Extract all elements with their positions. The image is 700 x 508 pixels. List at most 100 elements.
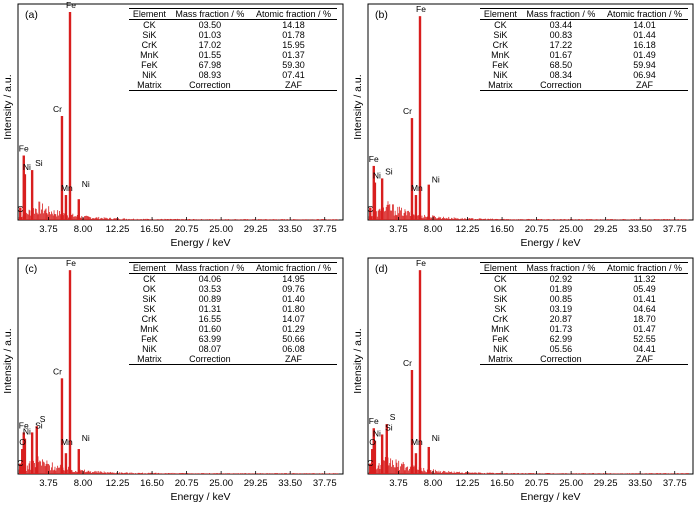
peak-label-c-1: O [19,437,26,447]
table-cell-element: NiK [142,70,157,80]
table-cell-mass: 00.85 [549,294,573,304]
table-cell-element: SK [143,304,156,314]
table-cell-mass: 04.06 [198,274,222,284]
x-tick-label-a-2: 12.25 [106,224,130,235]
table-cell-element: CK [494,274,507,284]
x-tick-label-a-7: 33.50 [278,224,302,235]
table-cell-atomic: 01.44 [633,30,656,40]
table-cell-element: Matrix [129,354,170,365]
x-tick-label-d-0: 3.75 [389,478,408,489]
table-row: NiK 08.93 07.41 [129,70,337,80]
x-tick-label-d-2: 12.25 [456,478,480,489]
peak-bar-d-3 [373,440,377,474]
table-cell-element: CK [143,20,156,30]
table-row: Matrix Correction ZAF [129,80,337,91]
peak-label-a-1: Fe [19,144,29,154]
table-row: FeK 68.50 59.94 [480,60,688,70]
table-cell-atomic: 05.49 [633,284,656,294]
table-cell-element: SK [494,304,507,314]
peak-bar-c-1 [21,449,24,474]
composition-table-b: Element Mass fraction / % Atomic fraction … [480,8,688,91]
peak-label-b-1: Fe [369,154,379,164]
x-tick-label-d-7: 33.50 [628,478,652,489]
table-header-d-0: Element [480,262,521,274]
peak-bar-b-2 [373,182,377,220]
table-cell-mass: 01.31 [198,304,222,314]
peak-label-c-7: Mn [61,437,73,447]
panel-label-b: (b) [375,9,388,21]
table-row: CrK 20.87 18.70 [480,314,688,324]
table-row: NiK 08.34 06.94 [480,70,688,80]
table-cell-atomic: 04.64 [633,304,656,314]
table-cell-mass: 00.83 [549,30,573,40]
x-tick-label-b-1: 8.00 [424,224,443,235]
table-row: MnK 01.55 01.37 [129,50,337,60]
y-axis-label-b: Intensity / a.u. [352,74,364,139]
peak-label-b-0: C [367,204,373,214]
table-cell-atomic: 14.01 [633,20,656,30]
table-cell-atomic: 52.55 [633,334,656,344]
table-row: NiK 08.07 06.08 [129,344,337,354]
peak-bar-c-9 [77,449,80,474]
table-cell-atomic: 16.18 [633,40,656,50]
table-header-c-0: Element [129,262,170,274]
x-tick-label-a-0: 3.75 [39,224,58,235]
table-cell-element: SiK [142,30,157,40]
table-cell-atomic: ZAF [250,80,337,91]
peak-bar-c-5 [35,426,38,474]
x-tick-label-b-0: 3.75 [389,224,408,235]
peak-bar-d-5 [385,424,388,474]
peak-label-a-4: Cr [53,104,62,114]
table-row: CrK 16.55 14.07 [129,314,337,324]
table-row: MnK 01.67 01.49 [480,50,688,60]
plot-frame-b [367,3,694,221]
table-cell-element: MnK [140,324,159,334]
table-cell-atomic: 04.41 [633,344,656,354]
table-cell-atomic: 11.32 [633,274,656,284]
table-cell-element: CrK [492,40,509,50]
table-row: OK 01.89 05.49 [480,284,688,294]
table-row: SiK 01.03 01.78 [129,30,337,40]
peak-bar-d-9 [427,446,430,474]
peak-label-b-2: Ni [373,171,381,181]
plot-frame-c [17,257,344,475]
table-cell-element: SiK [493,294,508,304]
table-row: FeK 62.99 52.55 [480,334,688,344]
panel-label-c: (c) [25,263,37,275]
table-cell-atomic: 01.29 [282,324,305,334]
table-row: CK 02.92 11.32 [480,274,688,285]
table-cell-atomic: 01.47 [633,324,656,334]
table-cell-mass: 01.60 [198,324,222,334]
table-cell-element: NiK [142,344,157,354]
x-tick-label-a-6: 29.25 [244,224,268,235]
table-row: MnK 01.73 01.47 [480,324,688,334]
x-tick-label-b-4: 20.75 [525,224,549,235]
table-cell-mass: 08.34 [549,70,573,80]
table-cell-mass: 03.53 [198,284,222,294]
table-cell-mass: 16.55 [198,314,222,324]
peak-label-c-2: Fe [19,420,29,430]
plot-frame-d [367,257,694,475]
peak-label-b-4: Cr [403,106,412,116]
x-tick-label-b-2: 12.25 [456,224,480,235]
table-cell-element: Matrix [480,80,521,91]
table-cell-element: FeK [492,60,509,70]
table-row: CK 04.06 14.95 [129,274,337,285]
x-axis-label-b: Energy / keV [520,237,580,249]
peak-bar-a-2 [23,174,27,220]
table-cell-atomic: 59.94 [633,60,656,70]
x-tick-label-c-5: 25.00 [209,478,233,489]
table-cell-element: CrK [141,40,158,50]
table-cell-element: Matrix [129,80,170,91]
peak-label-b-6: Fe [416,4,426,14]
peak-bar-b-0 [369,207,372,220]
table-cell-mass: 17.22 [549,40,573,50]
x-tick-label-c-1: 8.00 [74,478,93,489]
table-row: CK 03.50 14.18 [129,20,337,31]
x-tick-label-c-4: 20.75 [175,478,199,489]
table-cell-element: CK [143,274,156,284]
table-row: FeK 67.98 59.30 [129,60,337,70]
spectrum-background-a [18,201,339,220]
peak-label-c-8: Fe [66,258,76,268]
